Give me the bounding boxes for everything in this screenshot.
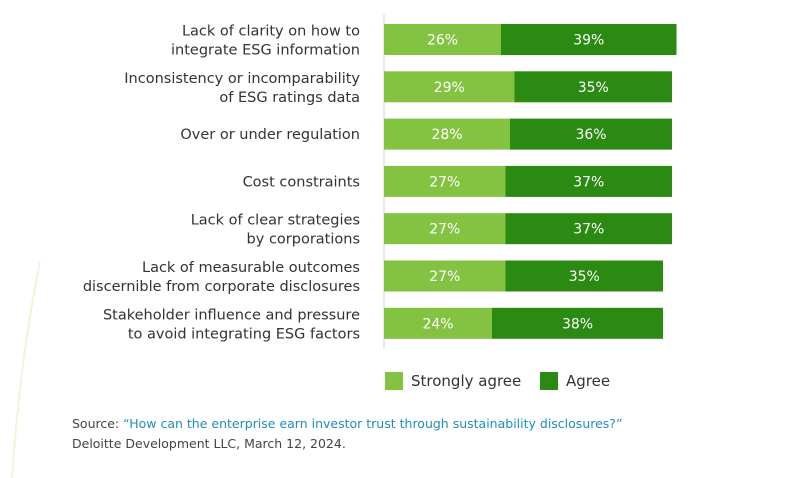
bar-agree	[492, 307, 663, 339]
data-label: 37%	[573, 222, 604, 238]
category-label: Lack of clarity on how to	[182, 24, 360, 40]
data-label: 29%	[434, 80, 465, 96]
category-label: Lack of measurable outcomes	[142, 260, 360, 276]
category-label: integrate ESG information	[171, 43, 360, 59]
category-label: discernible from corporate disclosures	[83, 279, 360, 295]
data-label: 36%	[575, 127, 606, 143]
data-label: 27%	[429, 174, 460, 190]
bar-strongly-agree	[384, 165, 506, 197]
source-link[interactable]: “How can the enterprise earn investor tr…	[123, 416, 623, 431]
legend-label: Strongly agree	[411, 372, 521, 390]
bar-agree	[510, 118, 672, 150]
legend-swatch	[540, 372, 558, 390]
data-label: 35%	[578, 80, 609, 96]
bar-strongly-agree	[384, 24, 501, 55]
category-label: of ESG ratings data	[219, 90, 360, 106]
category-label: Inconsistency or incomparability	[124, 71, 360, 87]
category-label: to avoid integrating ESG factors	[128, 326, 360, 342]
data-label: 39%	[573, 33, 604, 49]
category-label: Over or under regulation	[180, 127, 360, 143]
data-label: 28%	[431, 127, 462, 143]
bar-agree	[505, 213, 672, 245]
category-label: by corporations	[247, 232, 360, 248]
data-label: 27%	[429, 222, 460, 238]
source-line-2: Deloitte Development LLC, March 12, 2024…	[72, 436, 346, 451]
source-line-1: Source: “How can the enterprise earn inv…	[72, 416, 622, 431]
bar-strongly-agree	[384, 118, 510, 150]
bar-agree	[505, 165, 672, 197]
decorative-arc	[11, 261, 41, 478]
bar-agree	[501, 24, 677, 55]
source-prefix: Source:	[72, 416, 124, 431]
bar-agree	[505, 260, 663, 292]
data-label: 24%	[422, 316, 453, 332]
data-label: 27%	[429, 269, 460, 285]
bar-strongly-agree	[384, 260, 506, 292]
bar-strongly-agree	[384, 213, 506, 245]
category-label: Cost constraints	[243, 174, 360, 190]
category-label: Lack of clear strategies	[191, 213, 360, 229]
data-label: 38%	[562, 316, 593, 332]
data-label: 37%	[573, 174, 604, 190]
bar-strongly-agree	[384, 71, 515, 103]
data-label: 35%	[569, 269, 600, 285]
bar-agree	[514, 71, 672, 103]
legend-swatch	[385, 372, 403, 390]
category-label: Stakeholder influence and pressure	[103, 307, 360, 323]
data-label: 26%	[427, 33, 458, 49]
legend-label: Agree	[566, 372, 610, 390]
bar-strongly-agree	[384, 307, 492, 339]
